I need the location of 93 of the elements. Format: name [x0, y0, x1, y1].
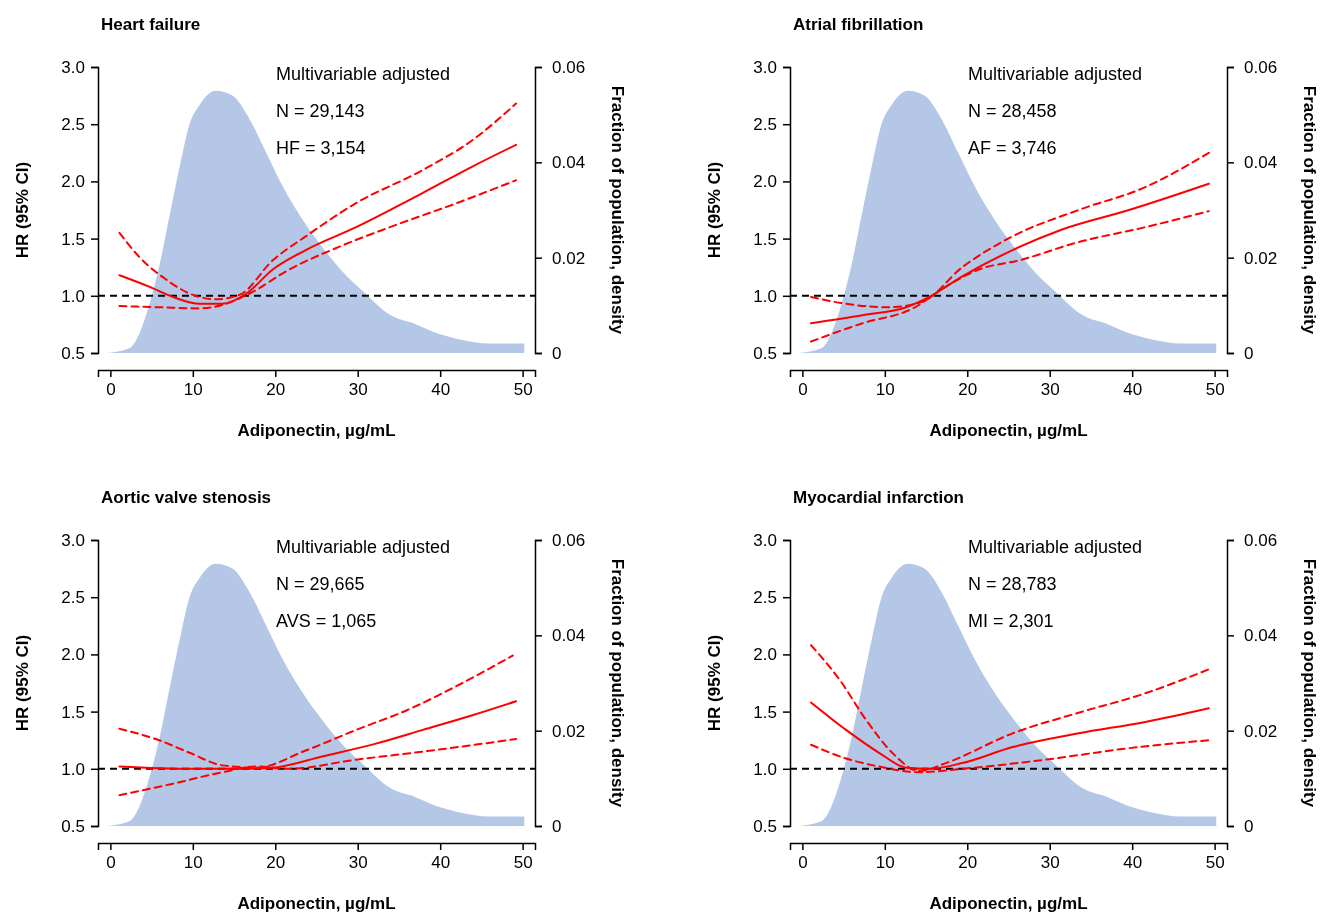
y-tick-label: 2.0: [61, 172, 85, 192]
chart-title: Myocardial infarction: [793, 488, 964, 507]
annotation: Multivariable adjusted: [276, 64, 451, 84]
y-tick-label: 1.0: [61, 286, 85, 306]
x-tick-label: 30: [1040, 380, 1060, 400]
y-tick-label: 0.5: [753, 343, 777, 363]
x-tick-label: 30: [348, 853, 368, 873]
y2-tick-label: 0.02: [1244, 721, 1278, 741]
y-tick-label: 3.0: [61, 530, 85, 550]
y-tick-label: 2.5: [61, 115, 85, 135]
annotation: N = 29,143: [276, 101, 365, 121]
y2-axis-title: Fraction of population, density: [608, 558, 627, 808]
y2-tick-label: 0.06: [552, 530, 586, 550]
y-tick-label: 0.5: [61, 816, 85, 836]
x-tick-label: 30: [348, 380, 368, 400]
y-axis-title: HR (95% CI): [705, 161, 724, 259]
y-tick-label: 0.5: [61, 343, 85, 363]
annotation: AVS = 1,065: [276, 611, 377, 631]
x-tick-label: 0: [798, 853, 808, 873]
y-tick-label: 3.0: [61, 57, 85, 77]
x-tick-label: 0: [106, 380, 116, 400]
x-tick-label: 20: [958, 853, 978, 873]
y2-tick-label: 0.04: [552, 153, 586, 173]
x-tick-label: 30: [1040, 853, 1060, 873]
y-tick-label: 2.5: [753, 115, 777, 135]
y-tick-label: 2.5: [61, 588, 85, 608]
annotation: Multivariable adjusted: [968, 537, 1143, 557]
annotation: AF = 3,746: [968, 138, 1057, 158]
y-tick-label: 1.5: [753, 702, 777, 722]
y-tick-label: 3.0: [753, 57, 777, 77]
annotation: Multivariable adjusted: [968, 64, 1143, 84]
x-axis-title: Adiponectin, µg/mL: [929, 421, 1088, 440]
y2-tick-label: 0: [552, 816, 562, 836]
x-axis-title: Adiponectin, µg/mL: [237, 894, 396, 913]
y2-tick-label: 0.02: [552, 248, 586, 268]
y-tick-label: 1.5: [753, 229, 777, 249]
x-tick-label: 50: [513, 380, 533, 400]
x-tick-label: 50: [1205, 380, 1225, 400]
x-tick-label: 10: [875, 853, 895, 873]
x-axis-title: Adiponectin, µg/mL: [237, 421, 396, 440]
line-series: [810, 644, 1210, 773]
y-tick-label: 2.5: [753, 588, 777, 608]
y-tick-label: 0.5: [753, 816, 777, 836]
annotation: N = 28,458: [968, 101, 1057, 121]
annotation: Multivariable adjusted: [276, 537, 451, 557]
x-tick-label: 40: [1123, 380, 1143, 400]
x-tick-label: 40: [1123, 853, 1143, 873]
x-tick-label: 50: [1205, 853, 1225, 873]
y2-axis-title: Fraction of population, density: [608, 85, 627, 335]
y2-tick-label: 0.06: [1244, 57, 1278, 77]
x-tick-label: 10: [875, 380, 895, 400]
y-axis-title: HR (95% CI): [705, 634, 724, 732]
x-tick-label: 10: [183, 853, 203, 873]
x-tick-label: 40: [431, 380, 451, 400]
y2-tick-label: 0.04: [1244, 153, 1278, 173]
x-tick-label: 20: [266, 380, 286, 400]
x-tick-label: 10: [183, 380, 203, 400]
y-axis-title: HR (95% CI): [13, 161, 32, 259]
chart-title: Heart failure: [101, 15, 201, 34]
y-tick-label: 2.0: [61, 645, 85, 665]
y-tick-label: 2.0: [753, 172, 777, 192]
y-tick-label: 2.0: [753, 645, 777, 665]
y-tick-label: 1.0: [753, 286, 777, 306]
annotation: MI = 2,301: [968, 611, 1054, 631]
annotation: N = 29,665: [276, 574, 365, 594]
x-tick-label: 20: [958, 380, 978, 400]
x-axis-title: Adiponectin, µg/mL: [929, 894, 1088, 913]
x-tick-label: 0: [106, 853, 116, 873]
y2-axis-title: Fraction of population, density: [1300, 558, 1319, 808]
y2-tick-label: 0: [1244, 343, 1254, 363]
y-tick-label: 1.0: [61, 759, 85, 779]
y2-tick-label: 0.02: [552, 721, 586, 741]
y2-tick-label: 0.04: [552, 626, 586, 646]
y2-tick-label: 0.06: [552, 57, 586, 77]
y-tick-label: 1.5: [61, 229, 85, 249]
annotation: N = 28,783: [968, 574, 1057, 594]
chart-title: Aortic valve stenosis: [101, 488, 272, 507]
chart-title: Atrial fibrillation: [793, 15, 924, 34]
y-axis-title: HR (95% CI): [13, 634, 32, 732]
y2-axis-title: Fraction of population, density: [1300, 85, 1319, 335]
y2-tick-label: 0.06: [1244, 530, 1278, 550]
annotation: HF = 3,154: [276, 138, 366, 158]
x-tick-label: 50: [513, 853, 533, 873]
y-tick-label: 3.0: [753, 530, 777, 550]
y2-tick-label: 0: [552, 343, 562, 363]
y-tick-label: 1.5: [61, 702, 85, 722]
x-tick-label: 40: [431, 853, 451, 873]
y2-tick-label: 0.04: [1244, 626, 1278, 646]
y2-tick-label: 0.02: [1244, 248, 1278, 268]
y-tick-label: 1.0: [753, 759, 777, 779]
x-tick-label: 20: [266, 853, 286, 873]
x-tick-label: 0: [798, 380, 808, 400]
y2-tick-label: 0: [1244, 816, 1254, 836]
